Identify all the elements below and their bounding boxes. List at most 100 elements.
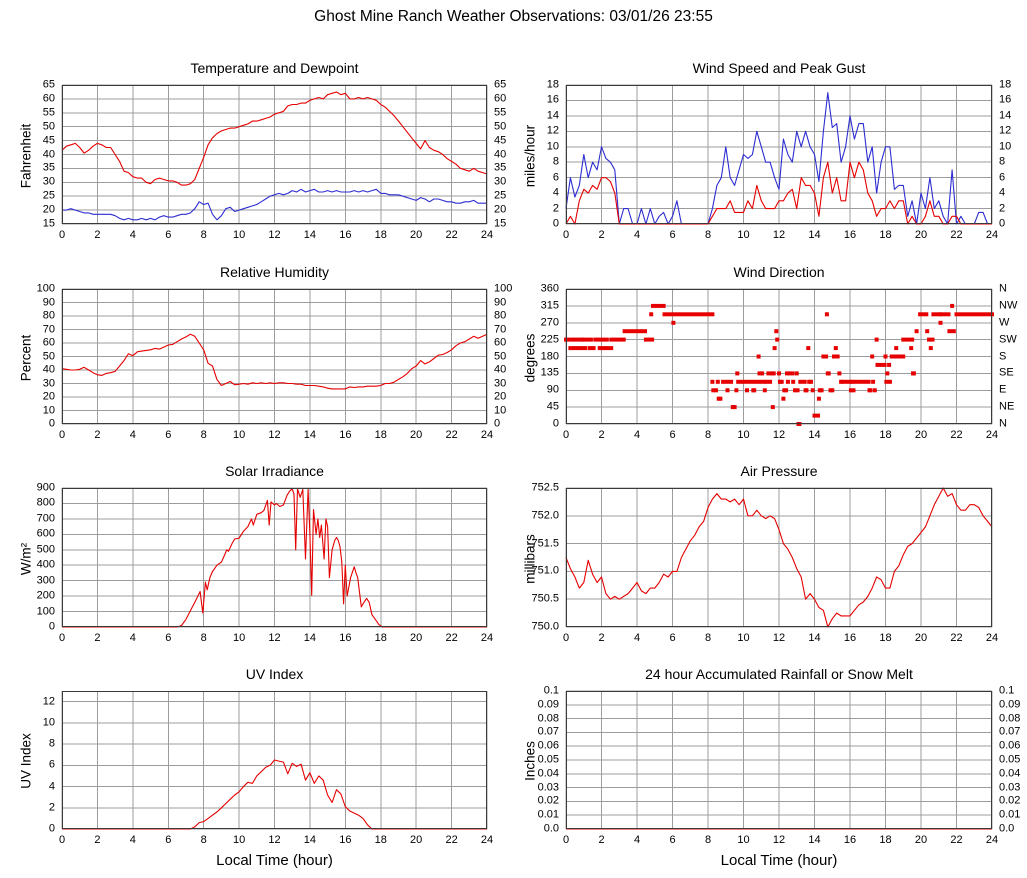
tick-label: 16 bbox=[339, 229, 352, 241]
y-axis-label: W/m² bbox=[18, 542, 34, 575]
tick-label: 35 bbox=[42, 161, 55, 174]
tick-label: 2 bbox=[94, 229, 101, 241]
tick-label: 4 bbox=[48, 780, 55, 793]
tick-label: 6 bbox=[999, 171, 1006, 184]
tick-label: 60 bbox=[494, 336, 507, 349]
tick-label: 6 bbox=[669, 632, 676, 644]
tick-label: 0.06 bbox=[999, 739, 1021, 752]
tick-label: 12 bbox=[268, 429, 281, 441]
tick-label: 90 bbox=[546, 383, 559, 396]
tick-label: 8 bbox=[704, 834, 712, 846]
tick-label: 40 bbox=[42, 363, 55, 376]
tick-label: 100 bbox=[36, 605, 55, 618]
tick-label: 24 bbox=[985, 429, 999, 441]
tick-label: 800 bbox=[36, 496, 55, 509]
tick-label: 2 bbox=[94, 429, 101, 441]
tick-label: 10 bbox=[737, 429, 750, 441]
tick-label: SE bbox=[999, 366, 1014, 379]
page-title: Ghost Mine Ranch Weather Observations: 0… bbox=[314, 8, 713, 25]
tick-label: 12 bbox=[772, 632, 786, 644]
chart-solar-irradiance: Solar Irradiance W/m² 0 100 200 300 400 500 60… bbox=[19, 463, 494, 644]
tick-label: 14 bbox=[999, 109, 1012, 122]
tick-label: 18 bbox=[374, 632, 387, 644]
tick-label: 500 bbox=[36, 543, 55, 556]
tick-label: N bbox=[999, 282, 1007, 295]
tick-label: 0.07 bbox=[999, 725, 1021, 738]
tick-label: 100 bbox=[36, 282, 55, 295]
y-axis-label: miles/hour bbox=[522, 124, 538, 187]
tick-label: 8 bbox=[200, 429, 207, 441]
tick-label: 0.03 bbox=[537, 781, 559, 794]
tick-label: 65 bbox=[42, 78, 55, 91]
tick-label: 0.1 bbox=[999, 684, 1015, 697]
tick-label: 16 bbox=[339, 632, 352, 644]
tick-label: 300 bbox=[36, 574, 55, 587]
uv-index-plot bbox=[61, 691, 488, 830]
tick-label: NE bbox=[999, 400, 1015, 413]
tick-label: 0.02 bbox=[537, 794, 559, 807]
tick-label: 90 bbox=[42, 296, 55, 308]
tick-label: 16 bbox=[546, 93, 559, 106]
tick-label: 15 bbox=[42, 217, 55, 230]
tick-label: 20 bbox=[914, 834, 928, 846]
tick-label: 14 bbox=[303, 229, 317, 241]
tick-label: 12 bbox=[42, 695, 55, 708]
tick-label: 40 bbox=[494, 363, 507, 376]
tick-label: 10 bbox=[737, 632, 750, 644]
y-axis-label: UV Index bbox=[18, 733, 34, 789]
chart-temperature-dewpoint: Temperature and Dewpoint Fahrenheit 15 15… bbox=[19, 60, 507, 241]
tick-label: 20 bbox=[410, 632, 423, 644]
tick-label: 20 bbox=[494, 390, 507, 403]
relative-humidity-plot bbox=[61, 288, 488, 425]
tick-label: 2 bbox=[552, 202, 559, 215]
tick-label: 18 bbox=[879, 429, 892, 441]
tick-label: 20 bbox=[410, 229, 423, 241]
tick-label: 16 bbox=[339, 429, 352, 441]
tick-label: 0.08 bbox=[999, 712, 1021, 725]
tick-label: 60 bbox=[42, 336, 55, 349]
chart-relative-humidity: Relative Humidity Percent 0 0 10 10 20 20 30 30… bbox=[19, 264, 513, 441]
x-axis-label: Local Time (hour) bbox=[720, 852, 838, 869]
tick-label: 6 bbox=[669, 229, 676, 241]
tick-label: 2 bbox=[598, 834, 605, 846]
tick-label: 12 bbox=[772, 834, 786, 846]
tick-label: 24 bbox=[985, 229, 999, 241]
tick-label: 16 bbox=[843, 229, 857, 241]
tick-label: 16 bbox=[843, 429, 857, 441]
tick-label: 6 bbox=[165, 229, 172, 241]
chart-title: 24 hour Accumulated Rainfall or Snow Mel… bbox=[645, 666, 913, 682]
y-axis-label: Fahrenheit bbox=[18, 123, 34, 188]
tick-label: 10 bbox=[494, 404, 507, 416]
y-axis-label: Percent bbox=[18, 334, 34, 381]
tick-label: 20 bbox=[42, 203, 55, 216]
tick-label: 100 bbox=[494, 282, 513, 295]
tick-label: 20 bbox=[494, 203, 507, 216]
tick-label: 8 bbox=[704, 632, 712, 644]
tick-label: 22 bbox=[445, 429, 458, 441]
tick-label: 0.03 bbox=[999, 781, 1021, 794]
tick-label: 35 bbox=[494, 161, 507, 174]
tick-label: 0.01 bbox=[999, 808, 1021, 821]
tick-label: 45 bbox=[42, 134, 55, 147]
tick-label: 18 bbox=[546, 78, 559, 91]
tick-label: 0.08 bbox=[537, 712, 559, 725]
tick-label: 20 bbox=[42, 390, 55, 403]
tick-label: 30 bbox=[494, 175, 507, 188]
tick-label: 4 bbox=[633, 834, 641, 846]
tick-label: 22 bbox=[950, 229, 963, 241]
tick-label: 24 bbox=[985, 834, 999, 846]
tick-label: 24 bbox=[480, 229, 494, 241]
tick-label: 18 bbox=[879, 834, 892, 846]
tick-label: 70 bbox=[42, 323, 55, 335]
tick-label: 752.5 bbox=[531, 481, 559, 494]
temperature-dewpoint-plot bbox=[61, 84, 488, 225]
tick-label: NW bbox=[999, 299, 1018, 312]
tick-label: 0 bbox=[58, 632, 66, 644]
chart-title: Wind Direction bbox=[733, 264, 825, 280]
tick-label: 0.06 bbox=[537, 739, 559, 752]
tick-label: N bbox=[999, 417, 1007, 430]
tick-label: 0 bbox=[58, 834, 66, 846]
tick-label: 0 bbox=[562, 229, 570, 241]
tick-label: 12 bbox=[772, 229, 786, 241]
